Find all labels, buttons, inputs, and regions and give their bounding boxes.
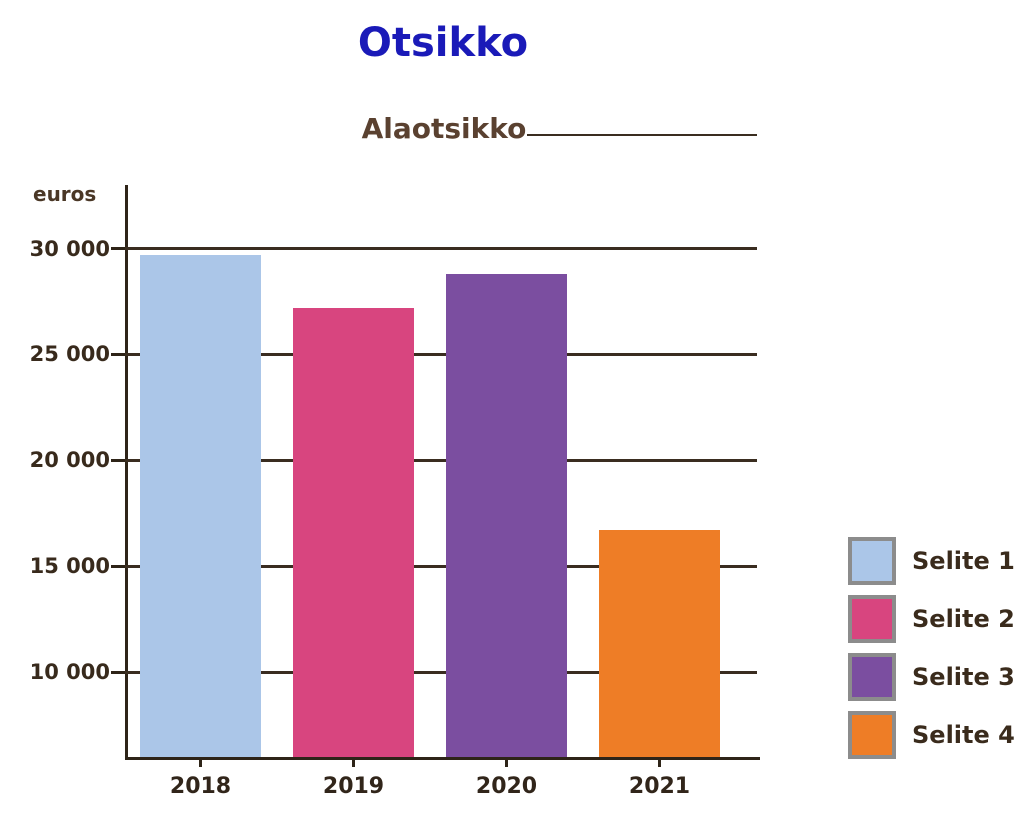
gridline	[125, 247, 757, 251]
legend-label: Selite 2	[912, 605, 1015, 633]
y-tick-mark	[111, 458, 125, 462]
y-tick-mark	[111, 564, 125, 568]
y-tick-label: 25 000	[29, 342, 110, 367]
bar-2018	[140, 254, 261, 757]
x-tick-mark	[505, 758, 508, 767]
y-tick-label: 30 000	[29, 236, 110, 261]
legend-swatch	[848, 653, 896, 701]
legend-item-4: Selite 4	[848, 711, 1015, 759]
legend-item-2: Selite 2	[848, 595, 1015, 643]
gridline	[125, 458, 757, 462]
bar-2020	[446, 273, 567, 757]
y-tick-mark	[111, 352, 125, 356]
subtitle-rule-line	[527, 134, 757, 136]
y-tick-label: 10 000	[29, 660, 110, 685]
x-tick-label-2021: 2021	[628, 774, 691, 799]
chart-title: Otsikko	[357, 20, 529, 66]
bar-2019	[293, 307, 414, 757]
y-tick-mark	[111, 247, 125, 251]
legend: Selite 1 Selite 2 Selite 3 Selite 4	[848, 537, 1015, 759]
y-axis-unit-label: euros	[33, 182, 97, 206]
x-tick-mark	[658, 758, 661, 767]
x-tick-label-2020: 2020	[475, 774, 538, 799]
y-tick-label: 20 000	[29, 448, 110, 473]
x-tick-mark	[199, 758, 202, 767]
legend-label: Selite 4	[912, 721, 1015, 749]
legend-swatch	[848, 537, 896, 585]
legend-label: Selite 3	[912, 663, 1015, 691]
gridline	[125, 352, 757, 356]
x-tick-label-2019: 2019	[322, 774, 385, 799]
chart-subtitle: Alaotsikko	[361, 112, 527, 145]
legend-label: Selite 1	[912, 547, 1015, 575]
y-tick-mark	[111, 670, 125, 674]
bar-2021	[599, 530, 720, 757]
x-tick-mark	[352, 758, 355, 767]
x-tick-label-2018: 2018	[169, 774, 232, 799]
legend-swatch	[848, 711, 896, 759]
legend-item-1: Selite 1	[848, 537, 1015, 585]
gridline	[125, 564, 757, 568]
legend-swatch	[848, 595, 896, 643]
legend-item-3: Selite 3	[848, 653, 1015, 701]
gridline	[125, 670, 757, 674]
plot-area	[125, 185, 760, 760]
y-tick-label: 15 000	[29, 554, 110, 579]
